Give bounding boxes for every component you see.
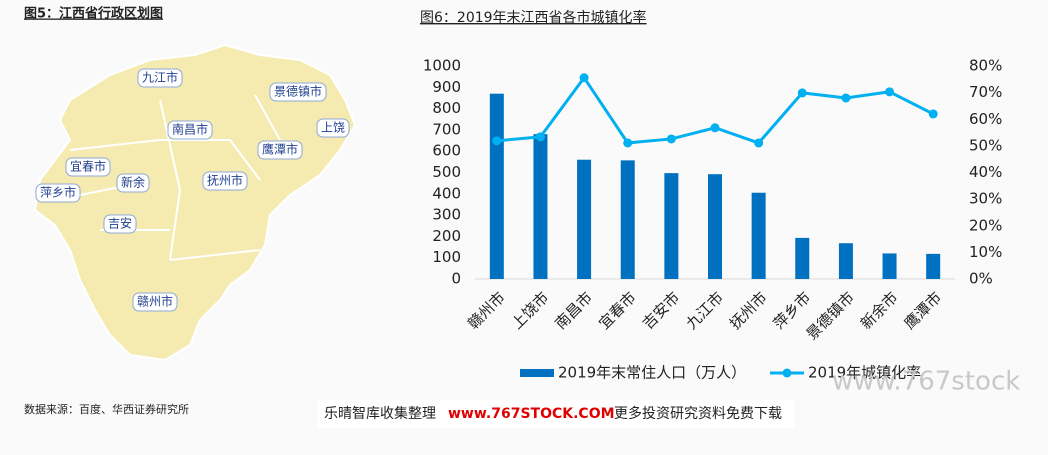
bar [882, 253, 897, 279]
y-tick-label: 1000 [423, 57, 461, 75]
map-label: 景德镇市 [274, 84, 322, 99]
map-label: 萍乡市 [40, 185, 76, 200]
map-title: 图5：江西省行政区划图 [24, 6, 163, 22]
bar [708, 174, 722, 279]
line-marker [623, 138, 633, 148]
line-marker [579, 73, 589, 83]
y-tick-label: 500 [432, 163, 461, 181]
bar [577, 159, 592, 279]
map-label-box [316, 118, 350, 138]
map-label: 新余 [121, 175, 145, 190]
y-tick-label: 600 [432, 142, 461, 160]
legend-swatch [520, 369, 554, 377]
footer-url: www.767STOCK.COM [448, 406, 615, 422]
map-label-box [132, 292, 178, 312]
footer-banner [318, 400, 794, 428]
y2-tick-label: 10% [969, 243, 1002, 261]
map-label-box [103, 214, 137, 234]
y-tick-label: 0 [451, 270, 461, 288]
line-marker [666, 134, 676, 144]
line-marker [928, 109, 938, 119]
y-tick-label: 200 [432, 227, 461, 245]
y2-tick-label: 30% [969, 190, 1002, 208]
map-label-box [116, 173, 150, 193]
line-marker [754, 138, 764, 148]
y2-tick-label: 20% [969, 216, 1002, 234]
bar [751, 192, 766, 279]
map-label-box [167, 120, 213, 140]
map-label: 九江市 [142, 70, 178, 85]
y2-tick-label: 40% [969, 163, 1002, 181]
map-label: 南昌市 [172, 122, 208, 137]
map-label-box [137, 68, 183, 88]
footer-right: 更多投资研究资料免费下载 [614, 405, 782, 422]
y2-tick-label: 80% [969, 57, 1002, 75]
y2-tick-label: 60% [969, 110, 1002, 128]
line-marker [841, 93, 851, 103]
line-marker [710, 123, 720, 133]
y2-tick-label: 50% [969, 136, 1002, 154]
bar [838, 243, 853, 279]
map-label-box [202, 171, 248, 191]
watermark: www.767stock [832, 367, 1020, 397]
map-label-box [257, 140, 303, 160]
y-tick-label: 100 [432, 248, 461, 266]
legend-label: 2019年城镇化率 [808, 364, 921, 382]
chart-title: 图6：2019年末江西省各市城镇化率 [420, 9, 647, 26]
bar [664, 173, 679, 279]
y-tick-label: 300 [432, 206, 461, 224]
map-label: 上饶 [321, 121, 345, 135]
map-label-box [65, 157, 111, 177]
bar [795, 237, 810, 279]
map-shape [33, 43, 357, 362]
source-note: 数据来源：百度、华西证券研究所 [24, 402, 189, 416]
map-label: 赣州市 [137, 294, 173, 309]
y2-tick-label: 70% [969, 83, 1002, 101]
line-marker [492, 136, 502, 146]
map-label-box [269, 82, 327, 102]
line-marker [797, 88, 807, 98]
y2-tick-label: 0% [969, 270, 993, 288]
legend-marker [782, 368, 792, 378]
y-tick-label: 800 [432, 99, 461, 117]
map-label: 鹰潭市 [262, 142, 298, 157]
map-label: 吉安 [108, 216, 132, 231]
map-label: 宜春市 [70, 159, 106, 174]
bar [489, 93, 504, 279]
y-tick-label: 700 [432, 120, 461, 138]
line-marker [885, 87, 895, 97]
y-tick-label: 900 [432, 78, 461, 96]
footer-left: 乐晴智库收集整理 [324, 405, 436, 422]
line-marker [535, 132, 545, 142]
y-tick-label: 400 [432, 184, 461, 202]
map-label-box [35, 183, 81, 203]
legend-label: 2019年末常住人口（万人） [558, 364, 746, 382]
bar [533, 134, 548, 279]
bar [926, 253, 941, 279]
bar [620, 160, 635, 279]
map-label: 抚州市 [207, 173, 243, 188]
